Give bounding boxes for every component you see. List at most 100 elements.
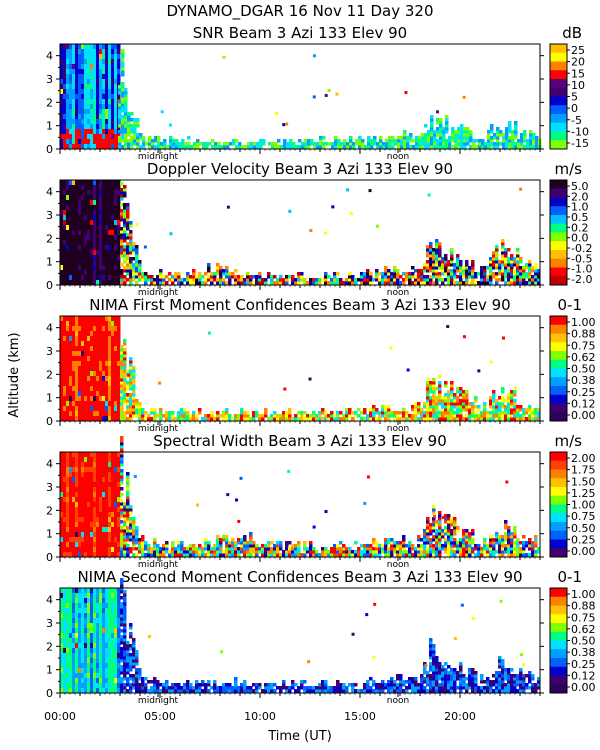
heatmap-cell <box>63 44 67 50</box>
heatmap-cell <box>114 270 118 276</box>
heatmap-cell <box>447 393 451 397</box>
heatmap-cell <box>84 99 88 105</box>
heatmap-cell <box>426 538 430 542</box>
heatmap-cell <box>87 321 91 327</box>
heatmap-cell <box>483 550 487 554</box>
heatmap-cell <box>156 544 160 548</box>
heatmap-cell <box>285 553 289 557</box>
heatmap-cell <box>111 255 115 261</box>
heatmap-cell <box>502 133 506 137</box>
heatmap-cell <box>447 408 451 412</box>
heatmap-cell <box>195 550 199 554</box>
heatmap-cell <box>96 270 100 276</box>
heatmap-cell <box>390 281 394 285</box>
heatmap-cell <box>471 414 475 418</box>
heatmap-cell <box>102 482 106 488</box>
heatmap-cell <box>102 502 106 508</box>
heatmap-cell <box>433 130 437 134</box>
heatmap-cell <box>81 134 85 140</box>
heatmap-cell <box>456 396 460 400</box>
heatmap-cell <box>60 124 64 130</box>
heatmap-cell <box>84 502 88 508</box>
heatmap-cell <box>114 401 118 407</box>
heatmap-cell <box>516 263 520 267</box>
heatmap-cell <box>105 507 109 513</box>
heatmap-cell <box>132 266 136 270</box>
heatmap-cell <box>427 130 431 134</box>
heatmap-cell <box>66 190 70 196</box>
heatmap-cell <box>243 417 247 421</box>
heatmap-cell <box>84 270 88 276</box>
heatmap-cell <box>114 220 118 226</box>
heatmap-cell <box>363 272 367 276</box>
heatmap-cell <box>141 544 145 548</box>
heatmap-cell <box>334 145 338 149</box>
heatmap-cell <box>114 69 118 75</box>
heatmap-cell <box>114 497 118 503</box>
heatmap-cell <box>117 371 121 377</box>
heatmap-cell <box>340 145 344 149</box>
heatmap-cell <box>66 356 70 362</box>
heatmap-cell <box>126 505 130 509</box>
heatmap-cell <box>81 497 85 503</box>
heatmap-cell <box>75 542 79 548</box>
heatmap-cell <box>534 272 538 276</box>
heatmap-cell <box>501 402 505 406</box>
heatmap-cell <box>186 547 190 551</box>
heatmap-cell <box>66 462 70 468</box>
heatmap-cell <box>69 492 73 498</box>
heatmap-cell <box>393 269 397 273</box>
heatmap-cell <box>372 417 376 421</box>
heatmap-cell <box>456 417 460 421</box>
heatmap-cell <box>120 408 124 412</box>
heatmap-cell <box>528 411 532 415</box>
heatmap-cell <box>225 550 229 554</box>
heatmap-cell <box>498 538 502 542</box>
heatmap-cell <box>60 542 64 548</box>
heatmap-cell <box>460 142 464 146</box>
heatmap-cell <box>315 281 319 285</box>
heatmap-cell <box>69 552 73 558</box>
heatmap-cell <box>205 142 209 146</box>
heatmap-cell <box>114 416 118 422</box>
heatmap-cell <box>318 553 322 557</box>
colorbar-tick-label: 0.00 <box>571 409 596 422</box>
heatmap-cell <box>523 130 527 134</box>
heatmap-cell <box>465 538 469 542</box>
heatmap-cell <box>399 411 403 415</box>
heatmap-cell <box>534 414 538 418</box>
heatmap-cell <box>153 541 157 545</box>
heatmap-cell <box>528 278 532 282</box>
heatmap-cell <box>114 346 118 352</box>
heatmap-cell <box>93 416 97 422</box>
heatmap-cell <box>96 235 100 241</box>
colorbar-swatch <box>550 403 567 413</box>
heatmap-cell <box>69 180 73 186</box>
heatmap-cell <box>63 205 67 211</box>
heatmap-cell <box>408 553 412 557</box>
heatmap-cell <box>111 532 115 538</box>
heatmap-cell <box>318 411 322 415</box>
heatmap-cell <box>192 417 196 421</box>
heatmap-cell <box>465 281 469 285</box>
heatmap-cell <box>453 275 457 279</box>
heatmap-cell <box>438 251 442 255</box>
heatmap-cell <box>327 414 331 418</box>
heatmap-cell <box>105 255 109 261</box>
heatmap-cell <box>375 408 379 412</box>
heatmap-cell <box>399 281 403 285</box>
heatmap-cell <box>84 54 88 60</box>
heatmap-cell <box>129 550 133 554</box>
heatmap-cell <box>120 553 124 557</box>
heatmap-cell <box>262 139 266 143</box>
heatmap-cell <box>102 215 106 221</box>
heatmap-cell <box>469 139 473 143</box>
heatmap-cell <box>504 520 508 524</box>
heatmap-cell <box>136 124 140 128</box>
heatmap-cell <box>78 477 82 483</box>
heatmap-cell <box>507 281 511 285</box>
heatmap-cell <box>465 547 469 551</box>
heatmap-cell <box>63 492 67 498</box>
heatmap-cell <box>528 275 532 279</box>
heatmap-cell <box>84 527 88 533</box>
